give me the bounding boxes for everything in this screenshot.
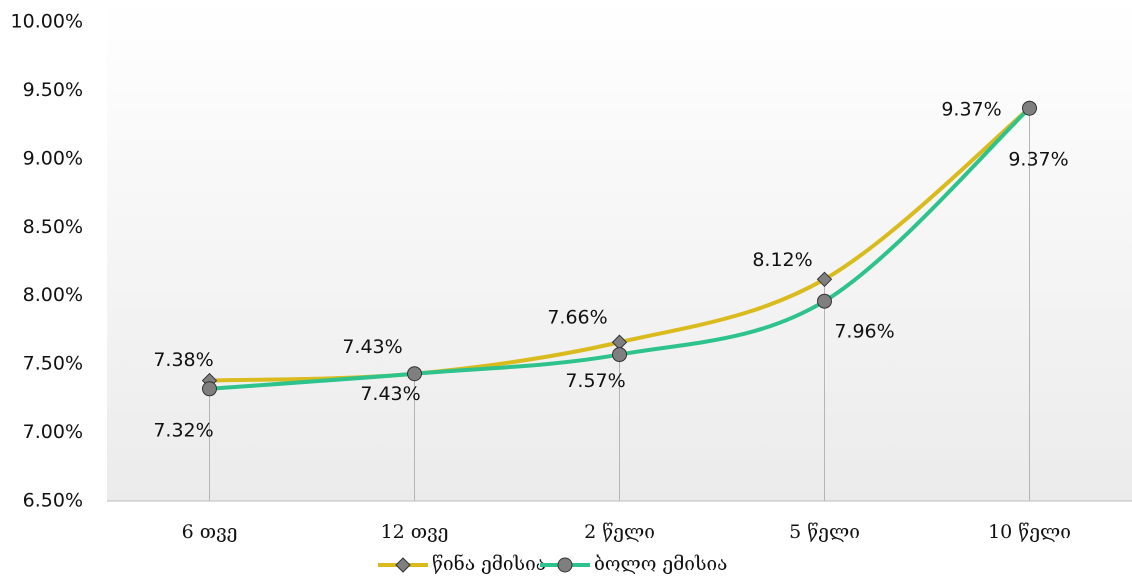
y-tick-label: 7.00% xyxy=(23,421,83,443)
marker xyxy=(1022,100,1037,116)
x-tick-label: 12 თვე xyxy=(381,521,449,543)
data-label: 7.43% xyxy=(360,383,420,405)
y-tick-label: 7.50% xyxy=(23,353,83,375)
x-tick-label: 2 წელი xyxy=(584,521,655,543)
data-label: 7.43% xyxy=(342,336,402,358)
data-label: 9.37% xyxy=(941,99,1001,121)
data-label: 7.96% xyxy=(834,321,894,343)
x-tick-label: 6 თვე xyxy=(182,521,238,543)
y-tick-label: 6.50% xyxy=(23,490,83,512)
marker xyxy=(557,557,573,573)
data-label: 7.32% xyxy=(153,419,213,441)
data-label: 8.12% xyxy=(752,249,812,271)
y-tick-label: 9.50% xyxy=(23,79,83,101)
legend-label: ბოლო ემისია xyxy=(594,553,727,575)
data-label: 7.66% xyxy=(547,307,607,329)
y-tick-label: 9.00% xyxy=(23,147,83,169)
legend-label: წინა ემისია xyxy=(432,553,546,575)
marker xyxy=(816,271,833,287)
marker xyxy=(407,366,422,382)
marker xyxy=(817,293,832,309)
marker xyxy=(395,557,411,573)
x-tick-label: 5 წელი xyxy=(789,521,860,543)
marker xyxy=(202,381,217,397)
y-tick-label: 10.00% xyxy=(11,11,83,33)
y-tick-label: 8.00% xyxy=(23,284,83,306)
x-tick-label: 10 წელი xyxy=(988,521,1071,543)
data-label: 7.57% xyxy=(565,370,625,392)
y-tick-label: 8.50% xyxy=(23,216,83,238)
data-label: 7.38% xyxy=(153,349,213,371)
marker xyxy=(612,347,627,363)
data-label: 9.37% xyxy=(1008,149,1068,171)
